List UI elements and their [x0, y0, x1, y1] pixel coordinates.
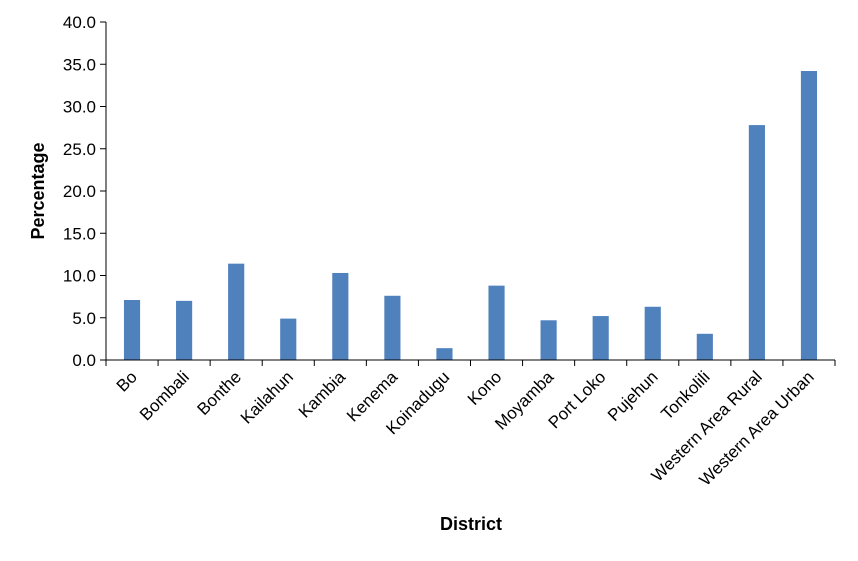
bar-kono	[488, 285, 505, 360]
bar-kailahun	[280, 318, 297, 360]
y-axis-ticks: 0.0 5.0 10.0 15.0 20.0 25.0 30.0 35.0 40.0	[63, 13, 106, 370]
bar-moyamba	[540, 320, 557, 360]
x-category-label: Pujehun	[604, 367, 662, 425]
bar-tonkolili	[696, 333, 713, 360]
x-axis-ticks	[105, 360, 836, 366]
bar-western-area-rural	[748, 125, 765, 360]
bar-kenema	[384, 295, 401, 360]
y-tick-label: 15.0	[63, 224, 96, 243]
bar-port-loko	[592, 316, 609, 360]
x-category-label: Kailahun	[237, 367, 297, 427]
bar-bonthe	[228, 263, 245, 360]
y-tick-label: 25.0	[63, 140, 96, 159]
y-tick-label: 30.0	[63, 98, 96, 117]
x-category-label: Bombali	[136, 367, 193, 424]
y-tick-label: 5.0	[72, 309, 96, 328]
bars	[123, 71, 818, 360]
x-category-label: Bonthe	[193, 367, 245, 419]
y-tick-label: 35.0	[63, 55, 96, 74]
y-tick-label: 10.0	[63, 267, 96, 286]
x-axis-title: District	[440, 514, 502, 534]
y-tick-label: 40.0	[63, 13, 96, 32]
bar-bombali	[176, 300, 193, 360]
bar-koinadugu	[436, 348, 453, 360]
y-axis-title: Percentage	[28, 142, 48, 239]
x-category-label: Bo	[113, 367, 141, 395]
y-tick-label: 0.0	[72, 351, 96, 370]
x-category-label: Port Loko	[545, 367, 610, 432]
y-tick-label: 20.0	[63, 182, 96, 201]
bar-bo	[123, 300, 141, 360]
bar-kambia	[332, 272, 349, 360]
bar-pujehun	[644, 306, 661, 360]
x-category-label: Kono	[464, 367, 506, 409]
x-category-label: Kambia	[295, 367, 350, 422]
bar-western-area-urban	[800, 71, 818, 360]
